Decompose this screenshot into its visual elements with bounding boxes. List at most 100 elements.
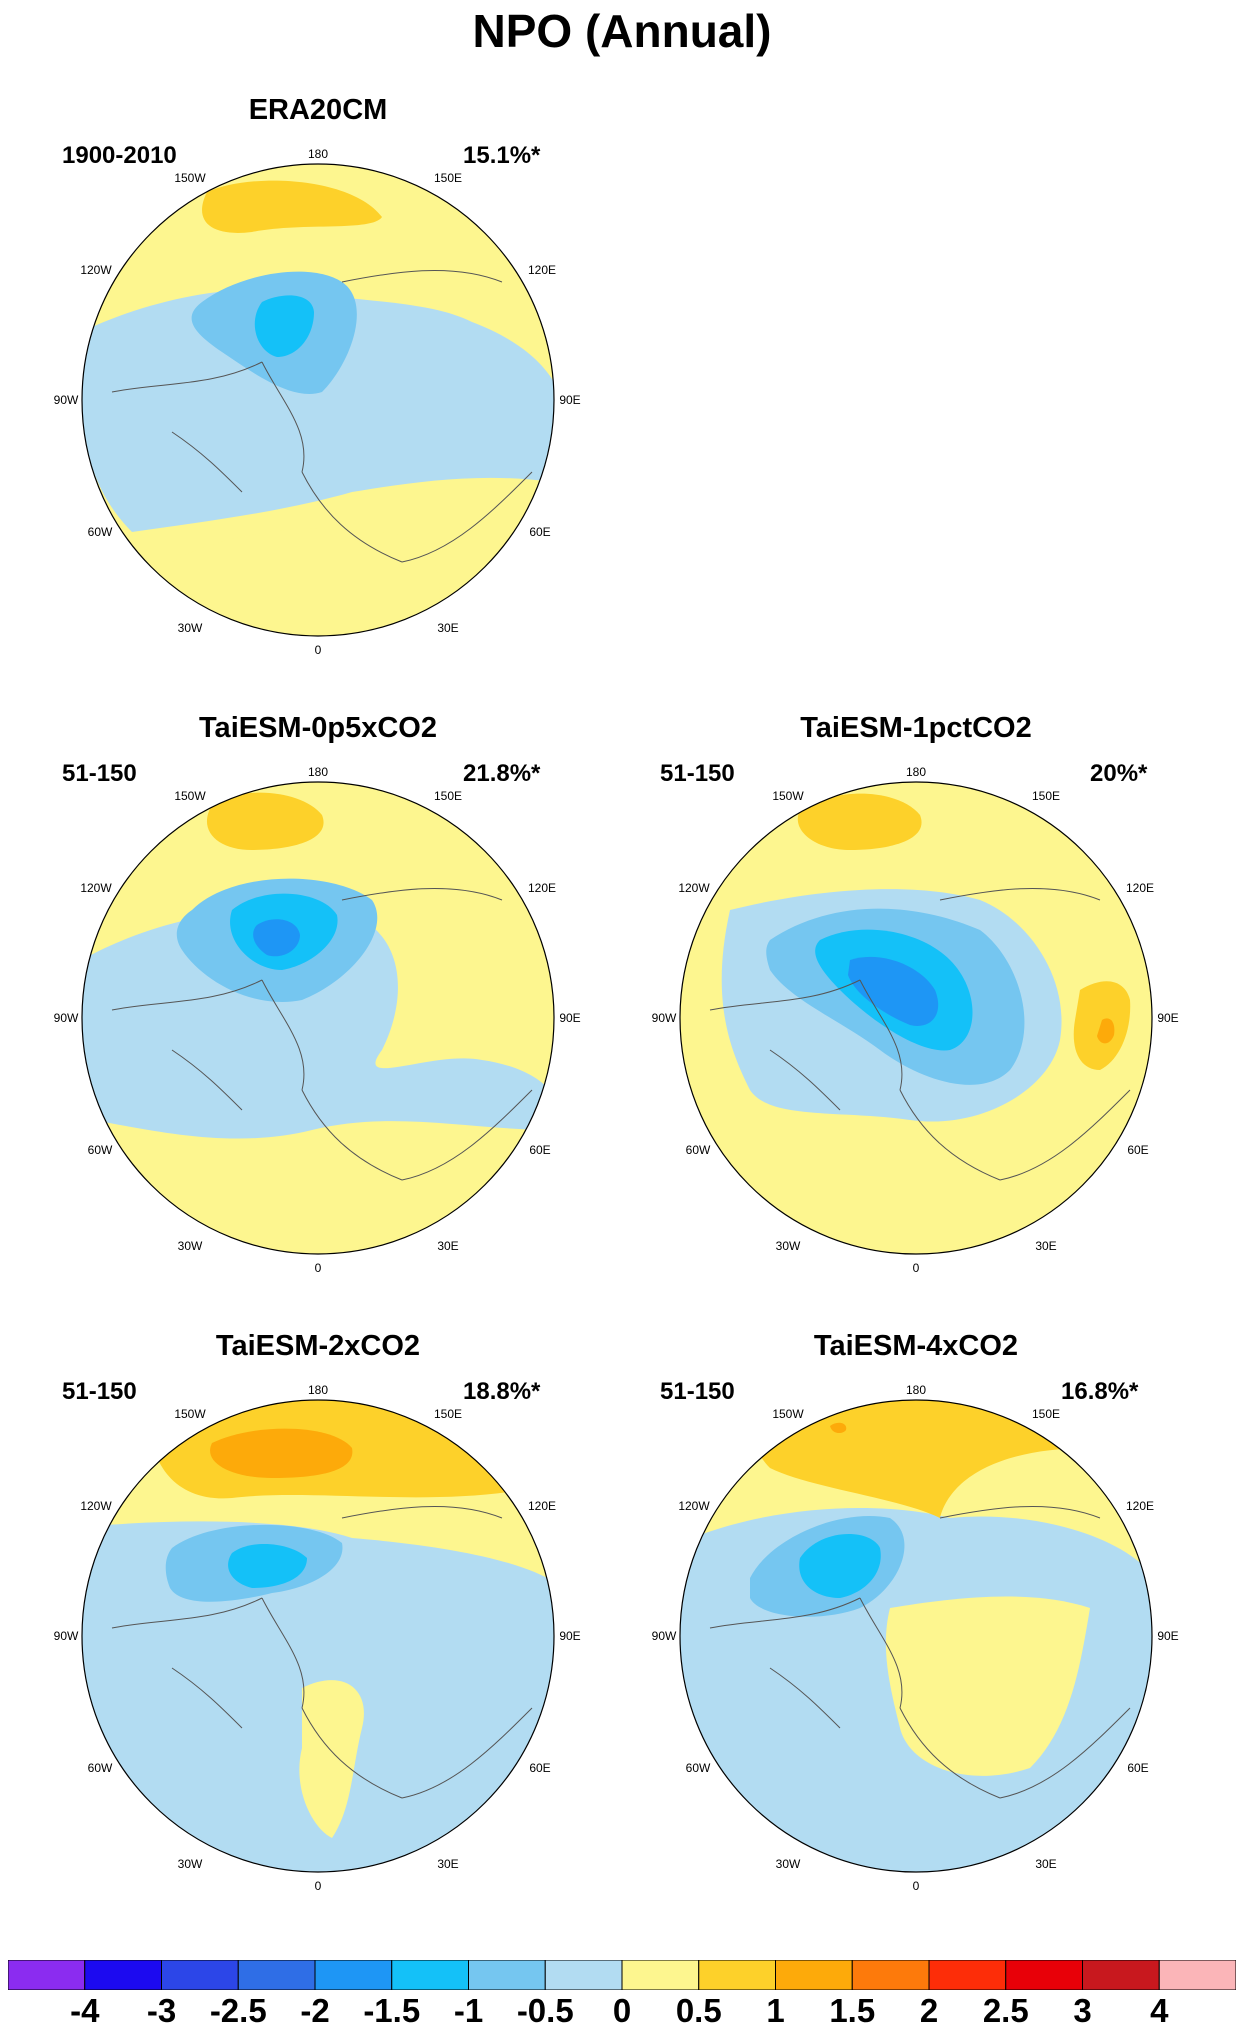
lon-label-150e: 150E xyxy=(1032,789,1060,803)
colorbar-swatch xyxy=(314,1960,393,1990)
lon-label-60w: 60W xyxy=(686,1143,711,1157)
colorbar-swatch xyxy=(698,1960,776,1990)
colorbar-tick-label: -0.5 xyxy=(516,1992,574,2029)
lon-label-30w: 30W xyxy=(178,621,203,635)
strong-negative-region xyxy=(228,1543,307,1588)
panel-period: 1900-2010 xyxy=(62,142,177,169)
lon-label-90w: 90W xyxy=(54,1011,79,1025)
positive-center xyxy=(202,180,382,233)
lon-label-120e: 120E xyxy=(1126,1499,1154,1513)
lon-label-90e: 90E xyxy=(1157,1629,1178,1643)
lon-label-60e: 60E xyxy=(529,525,550,539)
panel-variance: 20%* xyxy=(1090,760,1148,787)
lon-label-0: 0 xyxy=(913,1879,920,1893)
peak-negative-region xyxy=(253,919,300,957)
colorbar-tick-label: -2.5 xyxy=(209,1992,267,2029)
map-boundary xyxy=(81,1399,555,1873)
colorbar-swatch xyxy=(84,1960,162,1990)
polar-map: 180 150W 150E 120W 120E 90W 90E 60W 60E … xyxy=(54,1383,581,1893)
strong-negative-region xyxy=(254,295,314,357)
positive-south-region xyxy=(299,1680,364,1838)
colorbar-tick-label: 2 xyxy=(919,1992,939,2029)
positive-center xyxy=(797,793,922,850)
polar-map: 180 150W 150E 120W 120E 90W 90E 60W 60E … xyxy=(652,765,1179,1275)
positive-high-region xyxy=(210,1428,353,1478)
positive-center xyxy=(206,792,324,850)
strong-negative-region xyxy=(799,1534,881,1598)
lon-label-60w: 60W xyxy=(88,525,113,539)
lon-label-30w: 30W xyxy=(178,1239,203,1253)
panel-title: ERA20CM xyxy=(248,94,388,126)
coastline xyxy=(111,888,533,1181)
negative-anomaly-region xyxy=(82,289,554,532)
lon-label-150w: 150W xyxy=(772,1407,804,1421)
lon-label-120e: 120E xyxy=(1126,881,1154,895)
lon-label-150e: 150E xyxy=(434,789,462,803)
polar-map: 180 150W 150E 120W 120E 90W 90E 60W 60E … xyxy=(54,147,581,657)
colorbar-swatch xyxy=(1082,1960,1160,1990)
colorbar-swatch xyxy=(391,1960,469,1990)
lon-label-0: 0 xyxy=(913,1261,920,1275)
colorbar-swatch xyxy=(237,1960,316,1990)
positive-mid-region xyxy=(751,1400,1090,1518)
coastline xyxy=(709,888,1131,1181)
panel-0p5xco2: TaiESM-0p5xCO2 51-150 21.8%* 180 150W 15… xyxy=(54,712,656,1332)
panel-period: 51-150 xyxy=(660,1378,735,1405)
panel-2xco2: TaiESM-2xCO2 51-150 18.8%* 180 150W 150E… xyxy=(54,1330,656,1950)
colorbar-tick-label: 1 xyxy=(766,1992,785,2029)
lon-label-30w: 30W xyxy=(776,1857,801,1871)
lon-label-30e: 30E xyxy=(437,1857,458,1871)
colorbar-swatch xyxy=(1005,1960,1083,1990)
panel-era20cm: ERA20CM 1900-2010 15.1%* 180 150W 150E 1… xyxy=(54,94,656,714)
panel-period: 51-150 xyxy=(62,1378,137,1405)
colorbar-tick-label: -4 xyxy=(70,1992,100,2029)
lon-label-60w: 60W xyxy=(88,1143,113,1157)
lon-label-30e: 30E xyxy=(1035,1857,1056,1871)
panel-1pctco2: TaiESM-1pctCO2 51-150 20%* 180 150W 150E… xyxy=(652,712,1244,1332)
lon-label-0: 0 xyxy=(315,1261,322,1275)
map-boundary xyxy=(81,781,555,1255)
positive-peak xyxy=(830,1422,847,1434)
colorbar-swatch xyxy=(1158,1960,1236,1990)
map-boundary xyxy=(679,1399,1153,1873)
lon-label-150e: 150E xyxy=(434,171,462,185)
colorbar-swatch xyxy=(851,1960,930,1990)
colorbar-tick-label: 3 xyxy=(1073,1992,1092,2029)
positive-east-peak xyxy=(1097,1018,1115,1044)
lon-label-90e: 90E xyxy=(1157,1011,1178,1025)
panel-period: 51-150 xyxy=(62,760,137,787)
lon-label-150e: 150E xyxy=(1032,1407,1060,1421)
panel-variance: 21.8%* xyxy=(463,760,541,787)
colorbar-tick-label: -3 xyxy=(146,1992,177,2029)
lon-label-60e: 60E xyxy=(1127,1761,1148,1775)
panel-title: TaiESM-0p5xCO2 xyxy=(199,712,437,744)
colorbar-tick-label: 2.5 xyxy=(982,1992,1029,2029)
lon-label-60w: 60W xyxy=(686,1761,711,1775)
lon-label-60w: 60W xyxy=(88,1761,113,1775)
lon-label-90w: 90W xyxy=(652,1629,677,1643)
lon-label-150w: 150W xyxy=(174,789,206,803)
colorbar-tick-label: 4 xyxy=(1150,1992,1169,2029)
lon-label-150w: 150W xyxy=(174,171,206,185)
lon-label-120e: 120E xyxy=(528,1499,556,1513)
map-boundary xyxy=(679,781,1153,1255)
colorbar-swatch xyxy=(544,1960,623,1990)
colorbar-swatch xyxy=(8,1960,86,1990)
colorbar xyxy=(8,1960,1236,1990)
lon-label-120w: 120W xyxy=(80,1499,112,1513)
lon-label-90e: 90E xyxy=(559,393,580,407)
lon-label-180: 180 xyxy=(308,1383,328,1397)
colorbar-tick-label: 0 xyxy=(612,1992,632,2029)
lon-label-0: 0 xyxy=(315,643,322,657)
panel-variance: 15.1%* xyxy=(463,142,541,169)
lon-label-90e: 90E xyxy=(559,1629,580,1643)
lon-label-150w: 150W xyxy=(174,1407,206,1421)
colorbar-swatch xyxy=(161,1960,239,1990)
map-boundary xyxy=(81,163,555,637)
lon-label-120w: 120W xyxy=(678,1499,710,1513)
lon-label-90e: 90E xyxy=(559,1011,580,1025)
lon-label-120w: 120W xyxy=(678,881,710,895)
colorbar-tick-label: -2 xyxy=(300,1992,330,2029)
lon-label-30e: 30E xyxy=(437,621,458,635)
lon-label-30e: 30E xyxy=(437,1239,458,1253)
